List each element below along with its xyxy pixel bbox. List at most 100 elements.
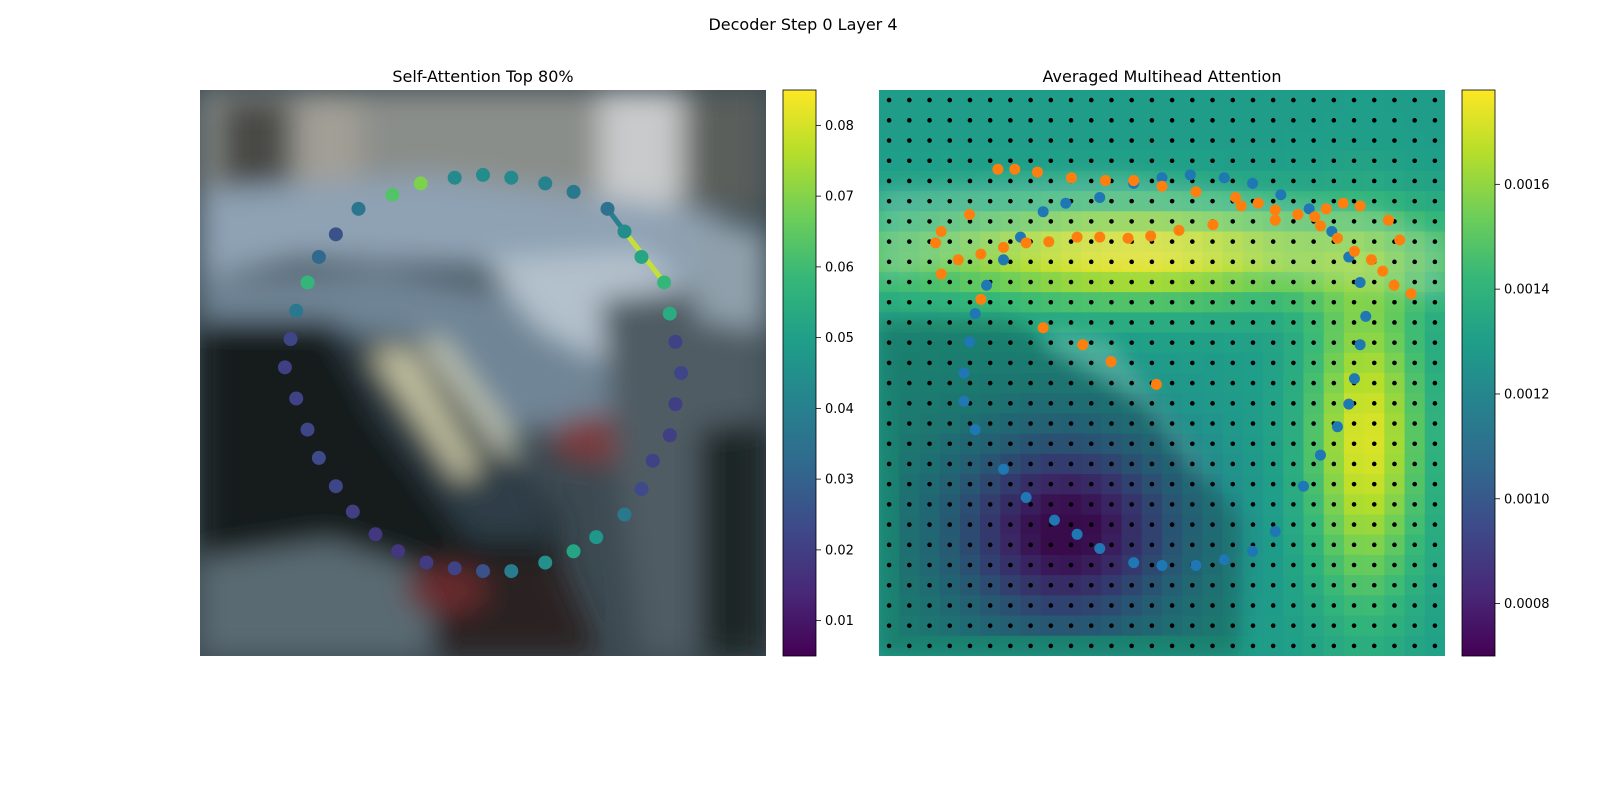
grid-dot (1129, 138, 1134, 143)
blue-point (1314, 449, 1326, 461)
grid-dot (1392, 340, 1397, 345)
grid-dot (927, 441, 932, 447)
grid-dot (1351, 481, 1357, 487)
grid-dot (1210, 118, 1215, 123)
attention-point (662, 428, 677, 443)
grid-dot (1331, 481, 1337, 487)
grid-dot (1129, 542, 1134, 548)
grid-dot (947, 461, 953, 467)
grid-dot (1028, 259, 1033, 265)
grid-dot (1088, 542, 1094, 548)
grid-dot (1371, 522, 1377, 527)
grid-dot (1068, 259, 1074, 265)
grid-dot (947, 97, 953, 103)
grid-dot (1432, 239, 1438, 244)
grid-dot (886, 158, 892, 164)
grid-dot (947, 441, 953, 447)
grid-dot (1432, 97, 1438, 103)
grid-dot (1371, 441, 1377, 447)
grid-dot (967, 461, 973, 467)
grid-dot (1149, 542, 1155, 548)
grid-dot (1392, 320, 1397, 325)
orange-point (1207, 219, 1219, 231)
grid-dot (1392, 299, 1397, 305)
grid-dot (1169, 481, 1175, 487)
grid-dot (1351, 582, 1357, 588)
grid-dot (1230, 542, 1236, 548)
grid-dot (886, 481, 892, 487)
blue-point (964, 336, 976, 348)
grid-dot (1270, 421, 1276, 426)
grid-dot (886, 239, 892, 244)
grid-dot (1371, 562, 1377, 568)
grid-dot (1270, 340, 1276, 345)
grid-dot (927, 542, 932, 548)
grid-dot (1068, 239, 1074, 244)
grid-dot (1210, 158, 1215, 164)
colorbar-tick-label: 0.05 (825, 331, 854, 346)
grid-dot (1088, 320, 1094, 325)
attention-point (657, 275, 672, 290)
grid-dot (1210, 320, 1215, 325)
grid-dot (1028, 603, 1033, 608)
grid-dot (987, 461, 993, 467)
grid-dot (1088, 643, 1094, 649)
left-panel: Self-Attention Top 80% (200, 67, 854, 657)
grid-dot (1169, 219, 1175, 224)
grid-dot (927, 502, 932, 507)
grid-dot (967, 441, 973, 447)
grid-dot (1371, 320, 1377, 325)
grid-dot (1008, 502, 1013, 507)
grid-dot (1169, 198, 1175, 204)
blue-point (1298, 480, 1309, 492)
grid-dot (1291, 178, 1296, 184)
grid-dot (1008, 97, 1013, 103)
grid-dot (1291, 582, 1296, 588)
grid-dot (1270, 320, 1276, 325)
grid-dot (1149, 502, 1155, 507)
grid-dot (1048, 643, 1054, 649)
grid-dot (1169, 259, 1175, 265)
grid-dot (967, 138, 973, 143)
grid-dot (1371, 481, 1377, 487)
grid-dot (1109, 522, 1114, 527)
grid-dot (1169, 97, 1175, 103)
grid-dot (1270, 158, 1276, 164)
attention-point (300, 275, 315, 290)
grid-dot (1392, 97, 1397, 103)
grid-dot (1028, 360, 1033, 366)
right-panel: Averaged Multihead Attention 0.0008 0.001… (879, 67, 1550, 657)
grid-dot (1028, 461, 1033, 467)
grid-dot (1270, 502, 1276, 507)
attention-point (368, 527, 383, 542)
grid-dot (1432, 522, 1438, 527)
grid-dot (947, 562, 953, 568)
attention-point (600, 201, 615, 216)
blue-point (981, 279, 993, 291)
grid-dot (886, 401, 892, 406)
grid-dot (1331, 118, 1337, 123)
attention-point (668, 397, 683, 412)
blue-point (1037, 206, 1049, 218)
grid-dot (1028, 299, 1033, 305)
grid-dot (1129, 481, 1134, 487)
grid-dot (947, 259, 953, 265)
grid-dot (886, 97, 892, 103)
blue-point (1190, 559, 1202, 571)
grid-dot (1371, 138, 1377, 143)
grid-dot (987, 118, 993, 123)
grid-dot (886, 522, 892, 527)
orange-point (1099, 175, 1111, 187)
grid-dot (886, 623, 892, 628)
grid-dot (1230, 178, 1236, 184)
grid-dot (1331, 219, 1337, 224)
grid-dot (1432, 259, 1438, 265)
orange-point (1031, 166, 1043, 178)
grid-dot (1048, 603, 1054, 608)
grid-dot (1432, 360, 1438, 366)
grid-dot (1331, 340, 1337, 345)
grid-dot (927, 461, 932, 467)
grid-dot (1311, 441, 1316, 447)
grid-dot (1169, 522, 1175, 527)
grid-dot (907, 259, 912, 265)
